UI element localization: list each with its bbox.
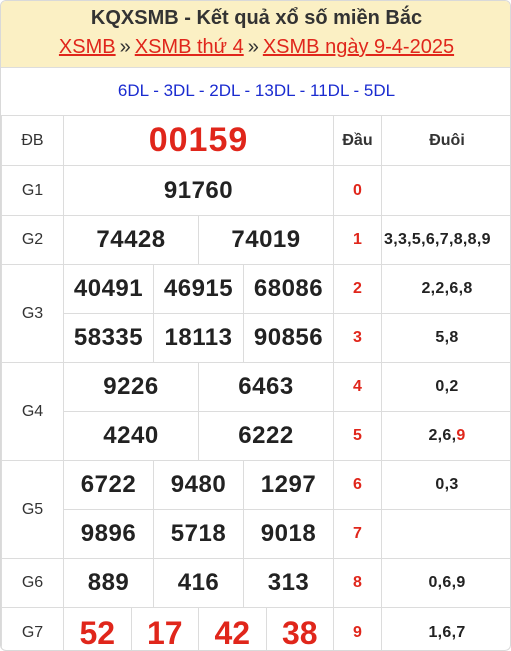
loto-duoi: 3,3,5,6,7,8,8,9 (381, 215, 510, 265)
prize-number: 4240 (103, 422, 159, 449)
loto-dau: 0 (333, 165, 382, 216)
prize-g7-cell: 52 17 42 38 (63, 607, 334, 651)
prize-label-g4: G4 (1, 362, 64, 461)
ticket-codes: 6DL - 3DL - 2DL - 13DL - 11DL - 5DL (1, 67, 510, 115)
loto-dau: 8 (333, 558, 382, 608)
prize-number: 9480 (170, 471, 227, 498)
loto-duoi: 2,6,9 (381, 411, 510, 461)
prize-number: 91760 (163, 176, 234, 204)
link-xsmb-date[interactable]: XSMB ngày 9-4-2025 (262, 36, 455, 58)
page-title: KQXSMB - Kết quả xổ số miền Bắc (90, 7, 423, 29)
breadcrumb-separator: » (119, 36, 131, 58)
prize-number: 38 (281, 614, 318, 651)
loto-dau: 1 (333, 215, 382, 265)
prize-g4-cell: 9226 6463 (63, 362, 334, 412)
breadcrumb: XSMB» XSMB thứ 4» XSMB ngày 9-4-2025 (1, 33, 510, 61)
loto-dau: 6 (333, 460, 382, 510)
prize-label-g1: G1 (1, 165, 64, 216)
loto-duoi (381, 509, 510, 559)
column-header-dau: Đầu (333, 115, 382, 166)
loto-dau: 2 (333, 264, 382, 314)
prize-number: 52 (79, 614, 116, 651)
column-header-duoi: Đuôi (381, 115, 510, 166)
prize-g5-cell: 6722 9480 1297 (63, 460, 334, 510)
prize-number: 9226 (103, 373, 159, 400)
prize-number: 00159 (148, 121, 249, 159)
prize-g2-cell: 74428 74019 (63, 215, 334, 265)
link-xsmb[interactable]: XSMB (58, 36, 116, 58)
prize-number: 6222 (238, 422, 294, 449)
prize-g5-cell: 9896 5718 9018 (63, 509, 334, 559)
prize-number: 1297 (260, 471, 317, 498)
prize-number: 313 (267, 569, 310, 596)
prize-number: 42 (214, 614, 251, 651)
prize-number: 6722 (80, 471, 137, 498)
prize-number: 17 (146, 614, 183, 651)
prize-label-g5: G5 (1, 460, 64, 559)
prize-g3-cell: 40491 46915 68086 (63, 264, 334, 314)
loto-dau: 5 (333, 411, 382, 461)
prize-g1-cell: 91760 (63, 165, 334, 216)
prize-number: 74019 (231, 226, 301, 253)
prize-label-g7: G7 (1, 607, 64, 650)
results-table: ĐB 00159 Đầu Đuôi G1 91760 0 G2 74428 74… (1, 115, 510, 651)
prize-number: 40491 (73, 275, 144, 302)
prize-number: 68086 (253, 275, 324, 302)
loto-duoi: 1,6,7 (381, 607, 510, 650)
prize-g3-cell: 58335 18113 90856 (63, 313, 334, 363)
prize-label-db: ĐB (1, 115, 64, 166)
prize-g4-cell: 4240 6222 (63, 411, 334, 461)
loto-duoi: 2,2,6,8 (381, 264, 510, 314)
prize-number: 5718 (170, 520, 227, 547)
prize-number: 9896 (80, 520, 137, 547)
prize-label-g3: G3 (1, 264, 64, 363)
prize-number: 46915 (163, 275, 234, 302)
prize-number: 18113 (164, 324, 233, 351)
prize-label-g2: G2 (1, 215, 64, 265)
loto-duoi (381, 165, 510, 216)
prize-number: 74428 (96, 226, 166, 253)
loto-dau: 7 (333, 509, 382, 559)
prize-number: 889 (87, 569, 130, 596)
prize-label-g6: G6 (1, 558, 64, 608)
loto-duoi: 0,6,9 (381, 558, 510, 608)
loto-duoi-highlight: 9 (456, 427, 466, 444)
prize-number: 9018 (260, 520, 317, 547)
loto-dau: 4 (333, 362, 382, 412)
prize-number: 6463 (238, 373, 294, 400)
breadcrumb-separator: » (247, 36, 259, 58)
prize-db-cell: 00159 (63, 115, 334, 166)
prize-number: 416 (177, 569, 220, 596)
loto-duoi: 5,8 (381, 313, 510, 363)
loto-duoi-values: 2,6, (428, 427, 457, 444)
prize-number: 58335 (73, 324, 144, 351)
prize-g6-cell: 889 416 313 (63, 558, 334, 608)
prize-number: 90856 (253, 324, 324, 351)
loto-dau: 3 (333, 313, 382, 363)
loto-duoi: 0,2 (381, 362, 510, 412)
link-xsmb-weekday[interactable]: XSMB thứ 4 (134, 36, 244, 58)
loto-dau: 9 (333, 607, 382, 650)
loto-duoi: 0,3 (381, 460, 510, 510)
results-header: KQXSMB - Kết quả xổ số miền Bắc XSMB» XSM… (1, 1, 510, 67)
